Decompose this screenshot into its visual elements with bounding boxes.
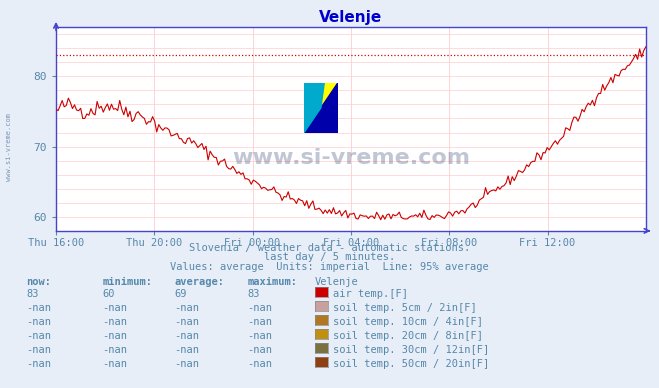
Polygon shape <box>304 83 338 133</box>
Text: last day / 5 minutes.: last day / 5 minutes. <box>264 252 395 262</box>
Text: now:: now: <box>26 277 51 288</box>
Text: minimum:: minimum: <box>102 277 152 288</box>
Title: Velenje: Velenje <box>320 10 382 24</box>
Text: 83: 83 <box>247 289 260 299</box>
Text: -nan: -nan <box>175 331 200 341</box>
Text: Slovenia / weather data - automatic stations.: Slovenia / weather data - automatic stat… <box>189 242 470 253</box>
Polygon shape <box>304 83 338 133</box>
Text: -nan: -nan <box>102 359 127 369</box>
Polygon shape <box>304 83 321 133</box>
Text: Values: average  Units: imperial  Line: 95% average: Values: average Units: imperial Line: 95… <box>170 262 489 272</box>
Text: -nan: -nan <box>247 359 272 369</box>
Polygon shape <box>304 83 324 133</box>
Text: -nan: -nan <box>175 303 200 313</box>
Text: soil temp. 5cm / 2in[F]: soil temp. 5cm / 2in[F] <box>333 303 477 313</box>
Text: -nan: -nan <box>102 345 127 355</box>
Text: average:: average: <box>175 277 225 288</box>
Text: -nan: -nan <box>26 317 51 327</box>
Text: -nan: -nan <box>175 345 200 355</box>
Text: Velenje: Velenje <box>315 277 358 288</box>
Text: -nan: -nan <box>247 317 272 327</box>
Text: air temp.[F]: air temp.[F] <box>333 289 409 299</box>
Text: 60: 60 <box>102 289 115 299</box>
Text: -nan: -nan <box>175 359 200 369</box>
Text: -nan: -nan <box>26 359 51 369</box>
Text: -nan: -nan <box>26 345 51 355</box>
Text: 69: 69 <box>175 289 187 299</box>
Text: -nan: -nan <box>26 303 51 313</box>
Text: soil temp. 20cm / 8in[F]: soil temp. 20cm / 8in[F] <box>333 331 484 341</box>
Text: soil temp. 50cm / 20in[F]: soil temp. 50cm / 20in[F] <box>333 359 490 369</box>
Text: -nan: -nan <box>247 345 272 355</box>
Text: -nan: -nan <box>247 303 272 313</box>
Text: 83: 83 <box>26 289 39 299</box>
Text: www.si-vreme.com: www.si-vreme.com <box>5 113 12 182</box>
Text: soil temp. 30cm / 12in[F]: soil temp. 30cm / 12in[F] <box>333 345 490 355</box>
Polygon shape <box>304 83 338 133</box>
Text: -nan: -nan <box>247 331 272 341</box>
Text: www.si-vreme.com: www.si-vreme.com <box>232 147 470 168</box>
Polygon shape <box>304 83 338 133</box>
Text: soil temp. 10cm / 4in[F]: soil temp. 10cm / 4in[F] <box>333 317 484 327</box>
Text: -nan: -nan <box>175 317 200 327</box>
Text: maximum:: maximum: <box>247 277 297 288</box>
Text: -nan: -nan <box>102 331 127 341</box>
Text: -nan: -nan <box>26 331 51 341</box>
Polygon shape <box>304 83 338 108</box>
Text: -nan: -nan <box>102 303 127 313</box>
Text: -nan: -nan <box>102 317 127 327</box>
